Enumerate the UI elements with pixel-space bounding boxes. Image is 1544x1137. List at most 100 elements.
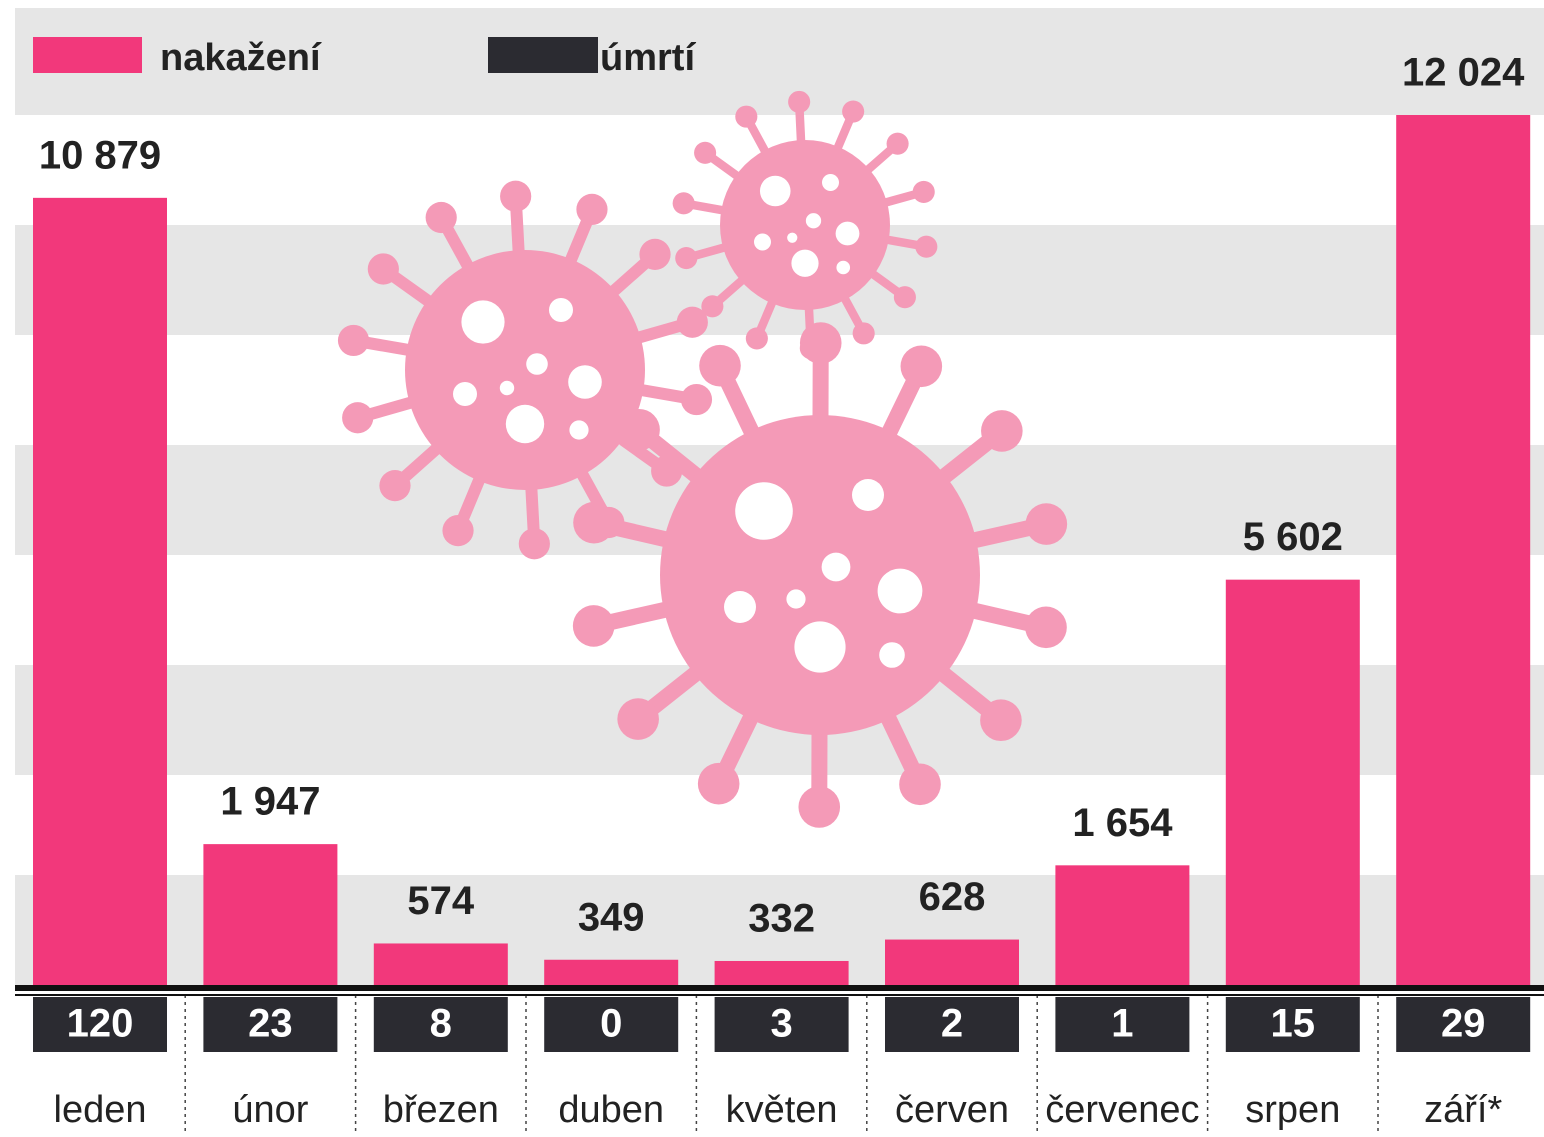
value-label: 1 947: [220, 780, 320, 824]
legend-swatch: [488, 37, 598, 73]
virus-knob: [573, 605, 615, 647]
death-label: 29: [1441, 1002, 1486, 1046]
x-tick-label: květen: [726, 1089, 838, 1131]
legend-swatch: [33, 37, 142, 73]
bar: [1055, 865, 1189, 985]
virus-knob: [639, 239, 670, 270]
chart: 10 879120leden1 94723únor5748březen3490d…: [0, 0, 1544, 1137]
virus-knob: [887, 133, 909, 155]
bar: [715, 961, 849, 985]
virus-hole: [461, 300, 504, 343]
virus-hole: [735, 482, 793, 540]
x-tick-label: srpen: [1245, 1089, 1340, 1131]
value-label: 1 654: [1072, 801, 1173, 845]
virus-hole: [724, 591, 756, 623]
virus-knob: [573, 502, 615, 544]
value-label: 5 602: [1243, 515, 1343, 559]
bar: [1396, 115, 1530, 985]
virus-hole: [760, 176, 791, 207]
virus-hole: [836, 222, 860, 246]
bar: [203, 844, 337, 985]
virus-hole: [879, 642, 905, 668]
virus-knob: [901, 345, 943, 387]
value-label: 10 879: [39, 133, 161, 177]
virus-hole: [822, 553, 851, 582]
death-label: 8: [430, 1002, 452, 1046]
x-tick-label: červenec: [1045, 1089, 1199, 1131]
bar: [374, 943, 508, 985]
virus-knob: [1026, 503, 1068, 545]
virus-knob: [675, 247, 697, 269]
virus-knob: [519, 528, 550, 559]
virus-knob: [618, 409, 660, 451]
legend-label: nakažení: [160, 37, 322, 79]
virus-hole: [786, 589, 805, 608]
virus-knob: [576, 194, 607, 225]
virus-knob: [379, 470, 410, 501]
virus-knob: [735, 106, 757, 128]
virus-knob: [698, 763, 740, 805]
virus-knob: [342, 402, 373, 433]
x-tick-label: březen: [383, 1089, 499, 1131]
bar: [885, 940, 1019, 985]
x-tick-label: leden: [54, 1089, 147, 1131]
virus-knob: [681, 384, 712, 415]
x-tick-label: září*: [1424, 1089, 1502, 1131]
virus-knob: [746, 327, 768, 349]
virus-hole: [506, 405, 544, 443]
bar: [1226, 580, 1360, 985]
virus-hole: [787, 233, 797, 243]
virus-knob: [500, 181, 531, 212]
virus-knob: [842, 100, 864, 122]
virus-hole: [526, 353, 548, 375]
virus-knob: [980, 699, 1022, 741]
virus-knob: [338, 325, 369, 356]
death-label: 2: [941, 1002, 963, 1046]
virus-hole: [453, 382, 477, 406]
virus-knob: [701, 295, 723, 317]
death-label: 3: [770, 1002, 792, 1046]
virus-hole: [794, 621, 845, 672]
virus-knob: [368, 253, 399, 284]
virus-hole: [852, 479, 884, 511]
value-label: 628: [919, 875, 986, 919]
virus-hole: [754, 234, 771, 251]
x-tick-label: únor: [232, 1089, 308, 1131]
virus-hole: [822, 174, 839, 191]
virus-hole: [549, 298, 573, 322]
virus-knob: [788, 91, 810, 113]
value-label: 332: [748, 897, 815, 941]
bar: [544, 960, 678, 985]
legend-label: úmrtí: [600, 37, 696, 79]
death-label: 23: [248, 1002, 293, 1046]
virus-knob: [426, 202, 457, 233]
value-label: 349: [578, 895, 645, 939]
virus-knob: [699, 345, 741, 387]
death-label: 120: [67, 1002, 134, 1046]
virus-knob: [673, 192, 695, 214]
virus-knob: [981, 410, 1023, 452]
virus-knob: [800, 322, 842, 364]
virus-knob: [617, 698, 659, 740]
virus-knob: [1025, 607, 1067, 649]
virus-hole: [791, 250, 818, 277]
x-tick-label: červen: [895, 1089, 1009, 1131]
value-label: 574: [407, 879, 474, 923]
virus-knob: [798, 786, 840, 828]
virus-hole: [568, 365, 602, 399]
virus-hole: [806, 213, 821, 228]
death-label: 15: [1271, 1002, 1316, 1046]
virus-knob: [694, 142, 716, 164]
virus-knob: [442, 515, 473, 546]
virus-knob: [899, 764, 941, 806]
virus-knob: [915, 236, 937, 258]
virus-hole: [836, 261, 850, 275]
virus-body: [720, 140, 890, 310]
virus-knob: [913, 181, 935, 203]
x-tick-label: duben: [558, 1089, 664, 1131]
virus-knob: [853, 322, 875, 344]
virus-body: [660, 415, 980, 735]
death-label: 1: [1111, 1002, 1133, 1046]
virus-hole: [569, 420, 588, 439]
value-label: 12 024: [1402, 51, 1525, 95]
